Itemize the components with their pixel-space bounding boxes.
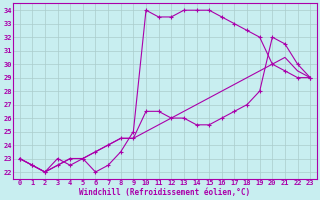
X-axis label: Windchill (Refroidissement éolien,°C): Windchill (Refroidissement éolien,°C) (79, 188, 251, 197)
